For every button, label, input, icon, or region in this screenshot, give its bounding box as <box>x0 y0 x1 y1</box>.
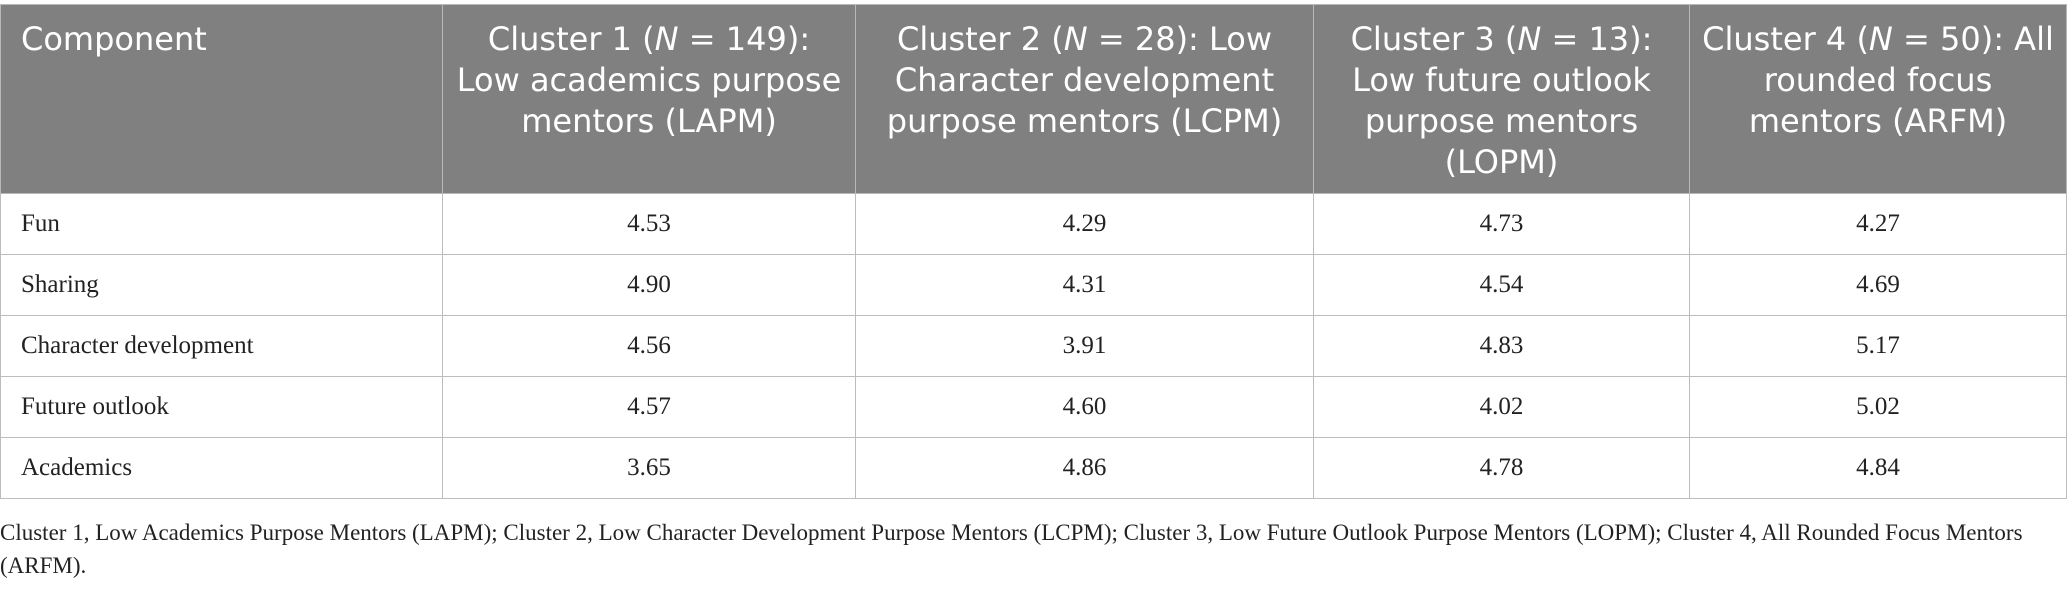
table-cell: 4.56 <box>442 315 856 377</box>
table-cell: 4.53 <box>442 193 856 255</box>
table-footnote: Cluster 1, Low Academics Purpose Mentors… <box>0 520 2023 578</box>
cluster-table-container: Component Cluster 1 (N = 149): Low acade… <box>0 4 2067 499</box>
table-row: Fun 4.53 4.29 4.73 4.27 <box>0 193 2067 255</box>
row-label: Future outlook <box>0 376 443 438</box>
cluster-component-table: Component Cluster 1 (N = 149): Low acade… <box>0 4 2067 499</box>
header-prefix: Cluster 4 ( <box>1702 20 1869 58</box>
table-row: Academics 3.65 4.86 4.78 4.84 <box>0 437 2067 499</box>
header-n-symbol: N <box>654 20 679 58</box>
header-cluster-2: Cluster 2 (N = 28): Low Character develo… <box>855 4 1314 194</box>
table-cell: 3.91 <box>855 315 1314 377</box>
table-cell: 4.02 <box>1313 376 1690 438</box>
header-prefix: Cluster 3 ( <box>1350 20 1518 58</box>
table-cell: 4.90 <box>442 254 856 316</box>
table-cell: 4.57 <box>442 376 856 438</box>
header-suffix: = 149): Low academics purpose mentors (L… <box>456 20 842 140</box>
row-label: Fun <box>0 193 443 255</box>
table-row: Sharing 4.90 4.31 4.54 4.69 <box>0 254 2067 316</box>
table-cell: 4.60 <box>855 376 1314 438</box>
table-cell: 4.83 <box>1313 315 1690 377</box>
header-n-symbol: N <box>1517 20 1542 58</box>
table-row: Future outlook 4.57 4.60 4.02 5.02 <box>0 376 2067 438</box>
table-cell: 5.17 <box>1689 315 2067 377</box>
table-cell: 4.78 <box>1313 437 1690 499</box>
table-cell: 4.86 <box>855 437 1314 499</box>
table-cell: 4.54 <box>1313 254 1690 316</box>
header-cluster-1: Cluster 1 (N = 149): Low academics purpo… <box>442 4 856 194</box>
header-suffix: = 28): Low Character development purpose… <box>886 20 1283 140</box>
header-prefix: Cluster 1 ( <box>487 20 655 58</box>
header-n-symbol: N <box>1063 20 1088 58</box>
table-cell: 4.31 <box>855 254 1314 316</box>
table-cell: 4.69 <box>1689 254 2067 316</box>
header-prefix: Cluster 2 ( <box>896 20 1064 58</box>
table-cell: 4.29 <box>855 193 1314 255</box>
header-row: Component Cluster 1 (N = 149): Low acade… <box>0 4 2067 194</box>
table-body: Fun 4.53 4.29 4.73 4.27 Sharing 4.90 4.3… <box>0 193 2067 499</box>
header-suffix: = 50): All rounded focus mentors (ARFM) <box>1748 20 2054 140</box>
header-cluster-3: Cluster 3 (N = 13): Low future outlook p… <box>1313 4 1690 194</box>
table-row: Character development 4.56 3.91 4.83 5.1… <box>0 315 2067 377</box>
table-cell: 4.27 <box>1689 193 2067 255</box>
table-cell: 5.02 <box>1689 376 2067 438</box>
header-n-symbol: N <box>1868 20 1893 58</box>
row-label: Character development <box>0 315 443 377</box>
header-suffix: = 13): Low future outlook purpose mentor… <box>1352 20 1653 181</box>
header-cluster-4: Cluster 4 (N = 50): All rounded focus me… <box>1689 4 2067 194</box>
table-cell: 4.84 <box>1689 437 2067 499</box>
row-label: Sharing <box>0 254 443 316</box>
table-cell: 4.73 <box>1313 193 1690 255</box>
header-component: Component <box>0 4 443 194</box>
row-label: Academics <box>0 437 443 499</box>
table-cell: 3.65 <box>442 437 856 499</box>
table-header: Component Cluster 1 (N = 149): Low acade… <box>0 4 2067 194</box>
